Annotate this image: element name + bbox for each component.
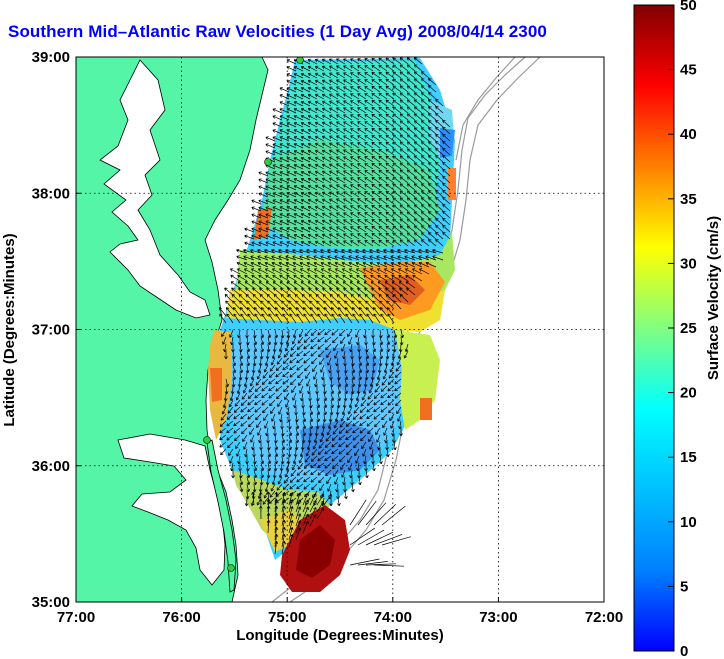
- y-tick-label: 39:00: [32, 49, 70, 66]
- y-tick-label: 37:00: [32, 322, 70, 339]
- y-tick-label: 35:00: [32, 594, 70, 611]
- outer-banks: [206, 439, 237, 593]
- colorbar-tick-label: 30: [680, 255, 697, 272]
- velocity-field: [208, 58, 456, 592]
- colorbar: [633, 4, 675, 652]
- pamlico-sound: [117, 433, 226, 586]
- x-tick-label: 76:00: [162, 609, 200, 626]
- colorbar-tick-label: 10: [680, 514, 697, 531]
- colorbar-tick-label: 5: [680, 578, 688, 595]
- colorbar-label: Surface Velocity (cm/s): [705, 216, 722, 380]
- chesapeake-bay: [99, 59, 211, 319]
- x-axis-ticks: 77:00 76:00 75:00 74:00 73:00 72:00: [57, 597, 623, 626]
- colorbar-tick-label: 15: [680, 449, 697, 466]
- colorbar-tick-label: 35: [680, 191, 697, 208]
- colorbar-tick-label: 0: [680, 643, 688, 659]
- station-marker: [264, 158, 272, 166]
- y-tick-label: 36:00: [32, 458, 70, 475]
- colorbar-tick-label: 45: [680, 62, 697, 79]
- station-marker: [227, 564, 235, 572]
- grid-lines: [76, 57, 604, 602]
- y-tick-label: 38:00: [32, 185, 70, 202]
- station-marker: [203, 436, 211, 444]
- x-tick-label: 77:00: [57, 609, 95, 626]
- colorbar-tick-label: 50: [680, 0, 697, 14]
- colorbar-tick-label: 20: [680, 385, 697, 402]
- vector-arrows: [218, 57, 451, 567]
- x-tick-label: 75:00: [268, 609, 306, 626]
- x-tick-label: 74:00: [374, 609, 412, 626]
- radar-stations: [203, 57, 304, 572]
- y-axis-label: Latitude (Degrees:Minutes): [1, 233, 18, 426]
- colorbar-tick-label: 25: [680, 320, 697, 337]
- velocity-vectors: [218, 57, 451, 567]
- x-axis-label: Longitude (Degrees:Minutes): [236, 627, 444, 644]
- chart-title: Southern Mid–Atlantic Raw Velocities (1 …: [8, 22, 547, 41]
- y-axis-ticks: 39:00 38:00 37:00 36:00 35:00: [32, 49, 81, 611]
- colorbar-tick-label: 40: [680, 126, 697, 143]
- x-tick-label: 72:00: [585, 609, 623, 626]
- station-marker: [296, 57, 304, 64]
- x-tick-label: 73:00: [479, 609, 517, 626]
